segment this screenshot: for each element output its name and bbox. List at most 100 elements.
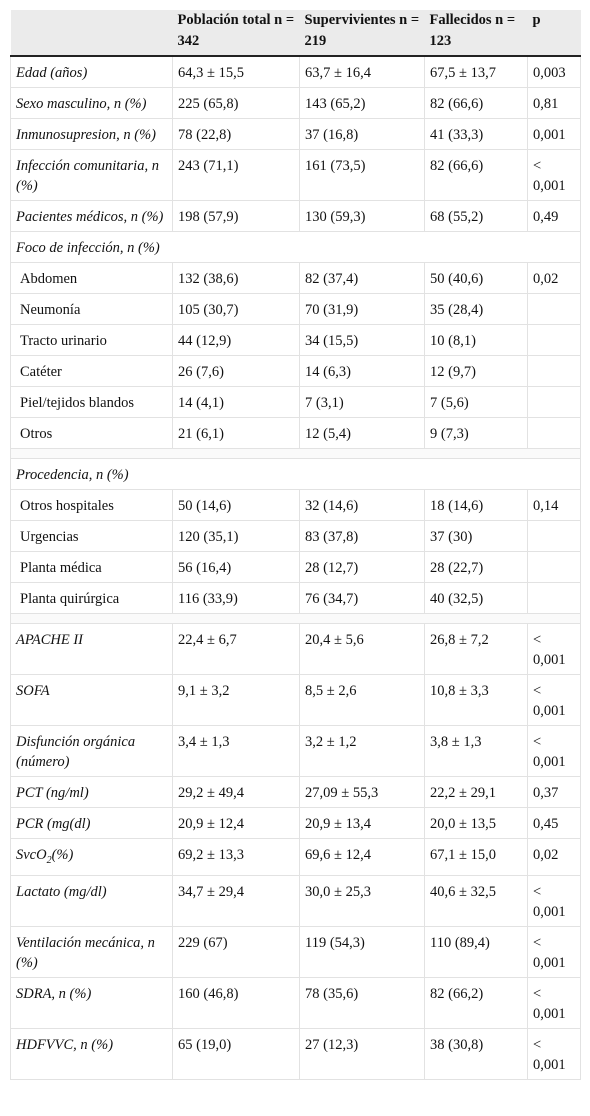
cell: 7 (5,6) [424, 386, 528, 418]
cell: 105 (30,7) [172, 293, 300, 325]
cell: < 0,001 [527, 874, 581, 927]
cell: 34 (15,5) [299, 324, 425, 356]
cell: 110 (89,4) [424, 925, 528, 978]
table-row: PCR (mg(dl) 20,9 ± 12,4 20,9 ± 13,4 20,0 ± … [10, 807, 581, 839]
table-row: SOFA 9,1 ± 3,2 8,5 ± 2,6 10,8 ± 3,3 < 0,001 [10, 674, 581, 726]
row-label: Piel/tejidos blandos [10, 386, 173, 418]
row-label: Infección comunitaria, n (%) [10, 149, 173, 201]
table-row: Otros 21 (6,1) 12 (5,4) 9 (7,3) [10, 417, 581, 449]
spacer-row [10, 613, 581, 624]
cell: 8,5 ± 2,6 [299, 674, 425, 726]
cell: 28 (22,7) [424, 551, 528, 583]
table-row: Piel/tejidos blandos 14 (4,1) 7 (3,1) 7 (5,… [10, 386, 581, 418]
cell: 243 (71,1) [172, 149, 300, 201]
cell: 229 (67) [172, 925, 300, 978]
cell: 22,2 ± 29,1 [424, 776, 528, 808]
cell: 69,2 ± 13,3 [172, 838, 300, 876]
cell: 21 (6,1) [172, 417, 300, 449]
table-row: Urgencias 120 (35,1) 83 (37,8) 37 (30) [10, 520, 581, 552]
table-row: Abdomen 132 (38,6) 82 (37,4) 50 (40,6) 0,02 [10, 262, 581, 294]
cell: 50 (14,6) [172, 489, 300, 521]
table-row: Procedencia, n (%) [10, 458, 581, 490]
header-row: Población total n = 342 Supervivientes n … [10, 10, 581, 57]
row-label: Lactato (mg/dl) [10, 874, 173, 927]
text-part: SvcO [16, 847, 47, 863]
cell: < 0,001 [527, 725, 581, 777]
cell: 0,81 [527, 87, 581, 119]
cell: 3,4 ± 1,3 [172, 725, 300, 777]
cell: 65 (19,0) [172, 1027, 300, 1080]
row-label: APACHE II [10, 623, 173, 675]
cell: 64,3 ± 15,5 [172, 55, 300, 88]
section-title: Procedencia, n (%) [10, 458, 581, 490]
row-label: Edad (años) [10, 55, 173, 88]
cell [527, 386, 581, 418]
row-label: SvcO2(%) [10, 838, 173, 876]
row-label: Planta médica [10, 551, 173, 583]
table-row: Inmunosupresion, n (%) 78 (22,8) 37 (16,8)… [10, 118, 581, 150]
cell: 37 (30) [424, 520, 528, 552]
cell: 50 (40,6) [424, 262, 528, 294]
cell: 7 (3,1) [299, 386, 425, 418]
cell: 120 (35,1) [172, 520, 300, 552]
cell: 83 (37,8) [299, 520, 425, 552]
cell: 82 (66,2) [424, 976, 528, 1029]
cell: 82 (66,6) [424, 149, 528, 201]
spacer-cell [10, 613, 581, 624]
cell: 34,7 ± 29,4 [172, 874, 300, 927]
cell: 63,7 ± 16,4 [299, 55, 425, 88]
cell: 132 (38,6) [172, 262, 300, 294]
cell: 3,8 ± 1,3 [424, 725, 528, 777]
row-label: Neumonía [10, 293, 173, 325]
table-row: Ventilación mecánica, n (%) 229 (67) 119 (… [10, 925, 581, 978]
cell: 37 (16,8) [299, 118, 425, 150]
spacer-cell [10, 448, 581, 459]
table-row: HDFVVC, n (%) 65 (19,0) 27 (12,3) 38 (30,8)… [10, 1027, 581, 1080]
cell: 41 (33,3) [424, 118, 528, 150]
table-row: Disfunción orgánica (número) 3,4 ± 1,3 3,2… [10, 725, 581, 777]
table-row: PCT (ng/ml) 29,2 ± 49,4 27,09 ± 55,3 22,2 ±… [10, 776, 581, 808]
row-label: PCT (ng/ml) [10, 776, 173, 808]
row-label: Ventilación mecánica, n (%) [10, 925, 173, 978]
table-row: Infección comunitaria, n (%) 243 (71,1) 16… [10, 149, 581, 201]
header-cell [10, 10, 173, 57]
row-label: Otros [10, 417, 173, 449]
cell: 29,2 ± 49,4 [172, 776, 300, 808]
table-row: APACHE II 22,4 ± 6,7 20,4 ± 5,6 26,8 ± 7,2 <… [10, 623, 581, 675]
row-label: Otros hospitales [10, 489, 173, 521]
cell: 40,6 ± 32,5 [424, 874, 528, 927]
cell: 143 (65,2) [299, 87, 425, 119]
row-label: Abdomen [10, 262, 173, 294]
cell: 67,1 ± 15,0 [424, 838, 528, 876]
row-label: Catéter [10, 355, 173, 387]
cell [527, 417, 581, 449]
row-label: Sexo masculino, n (%) [10, 87, 173, 119]
cell: 0,14 [527, 489, 581, 521]
cell: 0,003 [527, 55, 581, 88]
table-row: Neumonía 105 (30,7) 70 (31,9) 35 (28,4) [10, 293, 581, 325]
cell: 26,8 ± 7,2 [424, 623, 528, 675]
table-row: Pacientes médicos, n (%) 198 (57,9) 130 (5… [10, 200, 581, 232]
cell [527, 324, 581, 356]
cell: 26 (7,6) [172, 355, 300, 387]
table-row: Planta médica 56 (16,4) 28 (12,7) 28 (22,7) [10, 551, 581, 583]
cell: 82 (37,4) [299, 262, 425, 294]
cell: 56 (16,4) [172, 551, 300, 583]
cell [527, 551, 581, 583]
cell: 0,02 [527, 262, 581, 294]
cell: 20,0 ± 13,5 [424, 807, 528, 839]
row-label: SDRA, n (%) [10, 976, 173, 1029]
cell: 20,9 ± 12,4 [172, 807, 300, 839]
row-label: Planta quirúrgica [10, 582, 173, 614]
cell: 160 (46,8) [172, 976, 300, 1029]
cell: 38 (30,8) [424, 1027, 528, 1080]
cell: 0,49 [527, 200, 581, 232]
table-row: Catéter 26 (7,6) 14 (6,3) 12 (9,7) [10, 355, 581, 387]
row-label: Disfunción orgánica (número) [10, 725, 173, 777]
cell: < 0,001 [527, 623, 581, 675]
table-row: Planta quirúrgica 116 (33,9) 76 (34,7) 40 (… [10, 582, 581, 614]
cell: 70 (31,9) [299, 293, 425, 325]
table-row: Otros hospitales 50 (14,6) 32 (14,6) 18 (14… [10, 489, 581, 521]
cell: < 0,001 [527, 925, 581, 978]
table-row: Foco de infección, n (%) [10, 231, 581, 263]
